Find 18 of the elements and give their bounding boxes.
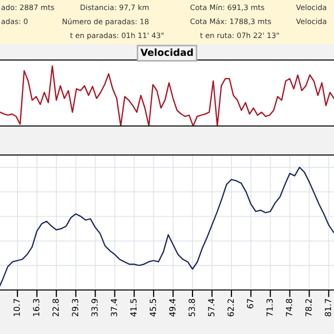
x-tick-label: 67 — [247, 299, 254, 308]
x-tick-label: 81.7 — [324, 299, 332, 316]
x-tick-label: 74.8 — [286, 298, 292, 316]
x-tick-label: 37.4 — [110, 298, 118, 316]
x-tick-label: 33.9 — [91, 298, 98, 316]
x-tick-label: 41.5 — [130, 299, 137, 316]
x-tick-label: 45.5 — [150, 299, 156, 316]
x-tick-label: 53.8 — [188, 298, 195, 316]
x-tick-label: 16.3 — [33, 299, 40, 316]
x-tick-label: 62.2 — [228, 299, 234, 316]
x-tick-label: 78.2 — [305, 299, 312, 316]
x-tick-label: 71.3 — [266, 299, 273, 316]
chart-title: Velocidad — [140, 48, 193, 56]
x-tick-label: 57.4 — [208, 298, 214, 316]
x-tick-label: 49.4 — [169, 298, 176, 316]
x-tick-label: 10.7 — [14, 299, 20, 316]
x-tick-label: 29.3 — [72, 299, 78, 316]
x-tick-label: 22.8 — [52, 298, 59, 316]
